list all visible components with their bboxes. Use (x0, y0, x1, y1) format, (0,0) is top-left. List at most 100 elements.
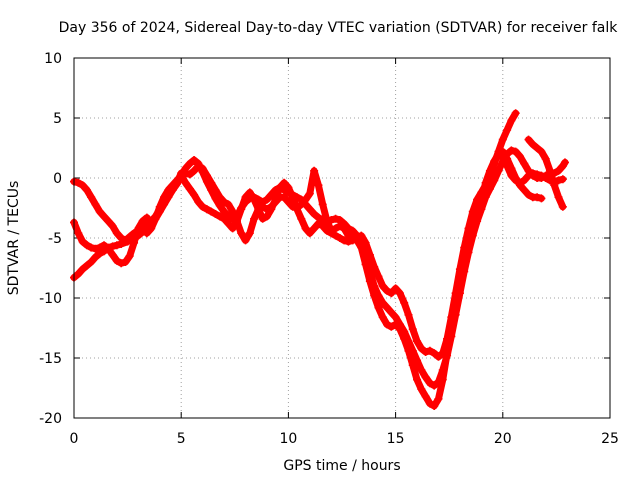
data-point (215, 201, 224, 210)
data-point (331, 224, 340, 233)
data-point (134, 226, 143, 235)
data-point (74, 270, 83, 278)
data-point (280, 193, 289, 202)
data-point (237, 205, 246, 214)
x-tick-label: 20 (494, 431, 512, 447)
data-point (262, 212, 271, 221)
data-point (511, 176, 520, 185)
data-point (207, 207, 216, 216)
data-point (91, 244, 100, 253)
data-point (267, 205, 276, 214)
data-point (228, 224, 237, 233)
data-point (177, 171, 186, 180)
data-point (241, 193, 250, 202)
data-point (340, 236, 349, 245)
data-point (280, 178, 289, 187)
data-point (537, 171, 546, 180)
data-point (503, 126, 512, 134)
data-point (335, 222, 344, 230)
data-point (473, 195, 482, 204)
y-tick-label: 10 (44, 51, 62, 67)
data-point (108, 250, 117, 259)
data-point (494, 147, 503, 156)
data-point (78, 237, 87, 246)
data-point (202, 205, 211, 214)
data-point (147, 224, 156, 233)
data-point (503, 162, 512, 170)
data-point (378, 282, 387, 290)
data-point (400, 334, 409, 343)
data-point (292, 205, 301, 214)
data-point (172, 176, 181, 185)
data-point (100, 241, 109, 250)
data-point (318, 222, 327, 230)
data-point (533, 144, 542, 152)
data-point (331, 214, 340, 223)
data-point (438, 349, 447, 358)
axis-ticks: 0 5 10 15 20 25 10 5 0 -5 -10 -15 -20 (39, 51, 619, 447)
data-point (417, 385, 426, 394)
data-point (344, 237, 353, 246)
data-point (91, 200, 100, 209)
data-point (413, 337, 422, 346)
data-point (464, 224, 473, 233)
data-point (490, 159, 499, 168)
data-point (365, 277, 374, 286)
data-point (528, 140, 537, 149)
data-point (430, 402, 439, 410)
series-track-e (498, 154, 567, 187)
data-point (305, 229, 314, 238)
data-point (142, 213, 151, 222)
data-point (318, 200, 327, 209)
data-point (507, 116, 516, 125)
data-point (520, 159, 529, 168)
data-point (353, 234, 362, 242)
data-point (425, 346, 434, 355)
data-point (425, 379, 434, 388)
series-line (70, 148, 545, 410)
data-point (215, 212, 224, 221)
data-point (545, 166, 554, 175)
data-point (275, 183, 284, 192)
data-point (365, 250, 374, 259)
x-tick-label: 10 (279, 431, 297, 447)
data-series (70, 109, 569, 410)
data-point (507, 171, 516, 180)
data-point (87, 258, 96, 266)
data-point (190, 166, 199, 175)
y-tick-label: 5 (53, 111, 62, 127)
data-point (348, 226, 357, 235)
data-point (220, 214, 229, 223)
data-point (511, 109, 520, 118)
data-point (202, 171, 211, 180)
data-point (228, 207, 237, 216)
data-point (387, 322, 396, 331)
data-point (434, 394, 443, 403)
y-axis-label: SDTVAR / TECUs (6, 181, 22, 296)
series-track-c (70, 109, 520, 361)
data-point (220, 198, 229, 206)
y-tick-label: -15 (39, 351, 62, 367)
data-point (520, 186, 529, 194)
data-point (125, 232, 134, 241)
y-tick-label: -10 (39, 291, 62, 307)
data-point (370, 291, 379, 300)
data-point (185, 159, 194, 168)
data-point (130, 238, 139, 247)
data-point (554, 193, 563, 202)
data-point (78, 181, 87, 190)
data-point (82, 186, 91, 194)
data-point (155, 202, 164, 211)
data-point (305, 189, 314, 198)
data-point (185, 184, 194, 193)
data-point (310, 166, 319, 175)
data-point (151, 214, 160, 223)
data-point (404, 310, 413, 319)
data-point (220, 207, 229, 216)
data-point (310, 224, 319, 233)
data-point (408, 325, 417, 334)
data-point (335, 234, 344, 242)
data-point (254, 205, 263, 214)
data-point (168, 181, 177, 190)
data-point (117, 234, 126, 242)
